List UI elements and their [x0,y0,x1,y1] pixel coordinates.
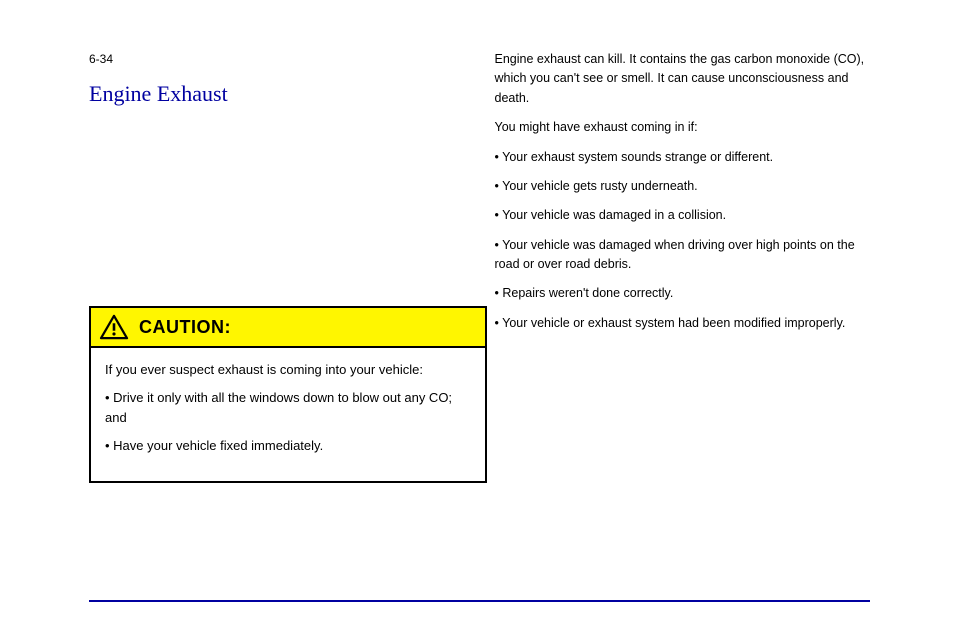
caution-header: CAUTION: [91,308,485,348]
column-left: 6-34 Engine Exhaust [89,50,465,343]
page-number: 6-34 [89,50,465,69]
document-page: 6-34 Engine Exhaust Engine exhaust can k… [0,0,954,636]
footer-rule [89,600,870,602]
body-paragraph: • Your vehicle gets rusty underneath. [495,177,871,196]
warning-triangle-icon [99,314,129,340]
body-paragraph: Engine exhaust can kill. It contains the… [495,50,871,108]
caution-paragraph: • Drive it only with all the windows dow… [105,388,471,428]
column-right: Engine exhaust can kill. It contains the… [495,50,871,343]
body-paragraph: • Repairs weren't done correctly. [495,284,871,303]
caution-paragraph: If you ever suspect exhaust is coming in… [105,360,471,380]
caution-heading: CAUTION: [139,317,231,338]
caution-paragraph: • Have your vehicle fixed immediately. [105,436,471,456]
body-paragraph: • Your vehicle or exhaust system had bee… [495,314,871,333]
body-paragraph: You might have exhaust coming in if: [495,118,871,137]
body-paragraph: • Your exhaust system sounds strange or … [495,148,871,167]
body-paragraph: • Your vehicle was damaged in a collisio… [495,206,871,225]
body-paragraph: • Your vehicle was damaged when driving … [495,236,871,275]
caution-body: If you ever suspect exhaust is coming in… [91,348,485,481]
two-column-layout: 6-34 Engine Exhaust Engine exhaust can k… [89,50,870,343]
section-title: Engine Exhaust [89,77,465,111]
caution-box: CAUTION: If you ever suspect exhaust is … [89,306,487,483]
